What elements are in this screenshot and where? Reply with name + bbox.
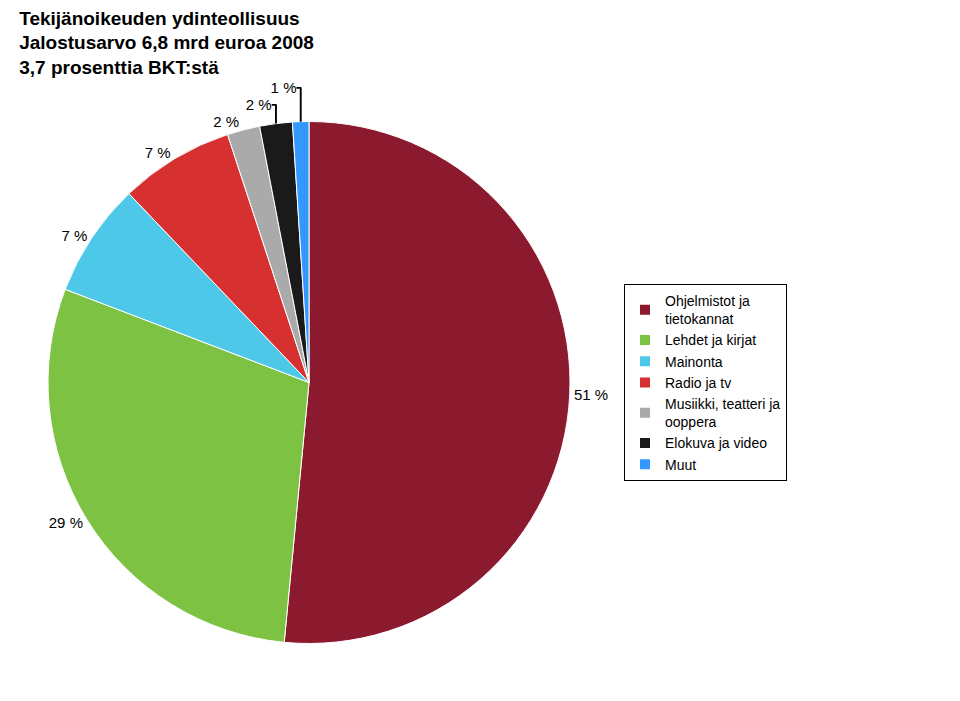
svg-text:1 %: 1 %: [271, 79, 297, 96]
svg-text:Radio ja tv: Radio ja tv: [665, 375, 731, 391]
svg-text:Muut: Muut: [665, 457, 696, 473]
svg-text:Ohjelmistot jatietokannat: Ohjelmistot jatietokannat: [665, 293, 750, 327]
svg-text:Mainonta: Mainonta: [665, 354, 723, 370]
svg-text:Musiikki, teatteri jaooppera: Musiikki, teatteri jaooppera: [665, 396, 780, 430]
svg-text:2 %: 2 %: [213, 113, 239, 130]
svg-text:2 %: 2 %: [246, 96, 272, 113]
svg-text:Elokuva ja video: Elokuva ja video: [665, 435, 767, 451]
svg-text:29 %: 29 %: [49, 514, 83, 531]
svg-text:7 %: 7 %: [62, 227, 88, 244]
svg-text:Tekijänoikeuden ydinteollisuus: Tekijänoikeuden ydinteollisuusJalostusar…: [19, 8, 314, 78]
svg-text:Lehdet ja kirjat: Lehdet ja kirjat: [665, 332, 756, 348]
svg-text:7 %: 7 %: [145, 144, 171, 161]
svg-text:51 %: 51 %: [574, 386, 608, 403]
